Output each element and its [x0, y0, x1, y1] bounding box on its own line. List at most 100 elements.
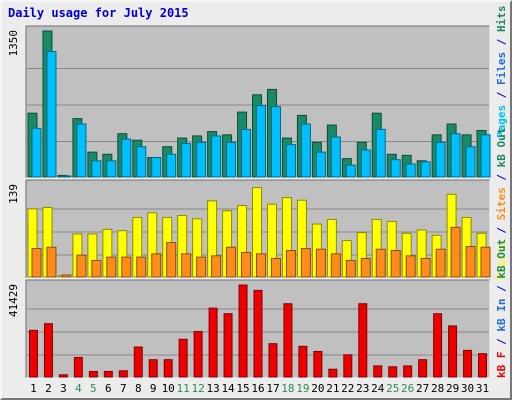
bar-sites-day-17	[270, 257, 281, 278]
bar-sites-day-15	[241, 252, 252, 278]
x-tick-label: 16	[251, 382, 264, 395]
bar-hits-day-16	[256, 105, 267, 178]
legend-entry: Files	[495, 52, 508, 85]
bar-sites-day-2	[46, 246, 57, 278]
legend-entry: /	[495, 220, 508, 240]
bar-kb-f-day-29	[448, 325, 458, 378]
bar-hits-day-29	[450, 133, 461, 178]
x-tick-label: 22	[341, 382, 354, 395]
bar-sites-day-26	[405, 255, 416, 278]
bar-hits-day-11	[181, 142, 192, 178]
x-tick-label: 18	[281, 382, 294, 395]
bar-kb-f-day-21	[328, 368, 338, 378]
bar-sites-day-1	[31, 248, 42, 278]
x-tick-label: 23	[356, 382, 369, 395]
legend-entry: Hits	[495, 6, 508, 33]
bar-kb-f-day-18	[283, 303, 293, 378]
bar-sites-day-23	[360, 257, 371, 278]
x-tick-label: 12	[192, 382, 205, 395]
bar-hits-day-6	[106, 160, 117, 178]
x-tick-label: 5	[90, 382, 97, 395]
bar-hits-day-2	[46, 51, 57, 178]
bar-hits-day-31	[480, 134, 491, 178]
bar-sites-day-6	[106, 256, 117, 278]
x-tick-label: 20	[311, 382, 324, 395]
bar-sites-day-5	[91, 259, 102, 278]
legend-entry: Pages	[495, 105, 508, 138]
bar-sites-day-25	[390, 250, 401, 278]
bar-sites-day-12	[196, 256, 207, 278]
bar-sites-day-19	[300, 248, 311, 278]
bar-kb-f-day-31	[478, 353, 488, 378]
bar-hits-day-18	[285, 144, 296, 178]
bar-hits-day-25	[390, 159, 401, 178]
bar-kb-f-day-16	[253, 289, 263, 378]
legend-entry: kB Out	[495, 128, 508, 168]
bar-kb-f-day-20	[313, 350, 323, 378]
legend-entry: kB Out	[495, 239, 508, 279]
bar-hits-day-9	[151, 157, 162, 178]
bar-hits-day-7	[121, 138, 132, 178]
bar-sites-day-24	[375, 248, 386, 278]
bar-kb-f-day-3	[58, 374, 68, 378]
x-tick-label: 9	[150, 382, 157, 395]
bar-kb-f-day-27	[418, 359, 428, 378]
bar-kb-f-day-28	[433, 313, 443, 378]
bar-hits-day-20	[315, 151, 326, 178]
bar-kb-f-day-1	[28, 329, 38, 378]
bar-sites-day-18	[285, 250, 296, 278]
bar-hits-day-19	[300, 123, 311, 178]
x-tick-label: 31	[476, 382, 489, 395]
x-tick-label: 21	[326, 382, 339, 395]
legend-entry: Visits	[495, 240, 508, 280]
bar-sites-day-28	[435, 248, 446, 278]
x-tick-label: 28	[431, 382, 444, 395]
x-tick-label: 10	[162, 382, 175, 395]
x-tick-label: 14	[221, 382, 235, 395]
x-tick-label: 11	[177, 382, 190, 395]
y-max-label-bottom: 41429	[7, 284, 20, 317]
y-max-label-middle: 139	[7, 184, 20, 204]
bar-kb-f-day-26	[403, 365, 413, 378]
x-tick-label: 4	[75, 382, 82, 395]
bar-hits-day-15	[241, 128, 252, 178]
bar-kb-f-day-6	[103, 370, 113, 378]
x-tick-label: 3	[60, 382, 67, 395]
bar-hits-day-13	[211, 135, 222, 178]
x-tick-label: 17	[266, 382, 279, 395]
bar-sites-day-14	[226, 246, 237, 278]
bar-hits-day-23	[360, 149, 371, 178]
bar-hits-day-21	[330, 136, 341, 178]
x-tick-label: 19	[296, 382, 309, 395]
x-tick-label: 27	[416, 382, 429, 395]
bar-hits-day-8	[136, 146, 147, 178]
bar-sites-day-31	[480, 246, 491, 278]
legend-entry: /	[495, 32, 508, 52]
bar-sites-day-13	[211, 255, 222, 278]
x-tick-label: 29	[446, 382, 459, 395]
bar-hits-day-28	[435, 141, 446, 178]
legend-bottom: kB F / kB In / kB Out	[495, 239, 508, 378]
bar-kb-f-day-30	[463, 349, 473, 378]
bar-hits-day-10	[166, 153, 177, 178]
bar-sites-day-9	[151, 253, 162, 278]
bar-sites-day-27	[420, 257, 431, 278]
bar-kb-f-day-19	[298, 345, 308, 378]
bar-hits-day-4	[76, 123, 87, 178]
x-tick-label: 7	[120, 382, 127, 395]
x-tick-label: 15	[236, 382, 249, 395]
bar-kb-f-day-17	[268, 343, 278, 378]
y-max-label-top: 1350	[7, 30, 20, 57]
bar-sites-day-4	[76, 254, 87, 278]
legend-entry: /	[495, 332, 508, 352]
x-tick-label: 26	[401, 382, 414, 395]
bar-kb-f-day-13	[208, 307, 218, 378]
legend-entry: kB F	[495, 352, 508, 379]
bar-kb-f-day-15	[238, 284, 248, 378]
bar-kb-f-day-5	[88, 370, 98, 378]
legend-middle: Visits / Sites / kB Out	[495, 128, 508, 280]
bar-kb-f-day-24	[373, 365, 383, 378]
bar-kb-f-day-9	[148, 359, 158, 378]
chart-title: Daily usage for July 2015	[8, 6, 189, 20]
